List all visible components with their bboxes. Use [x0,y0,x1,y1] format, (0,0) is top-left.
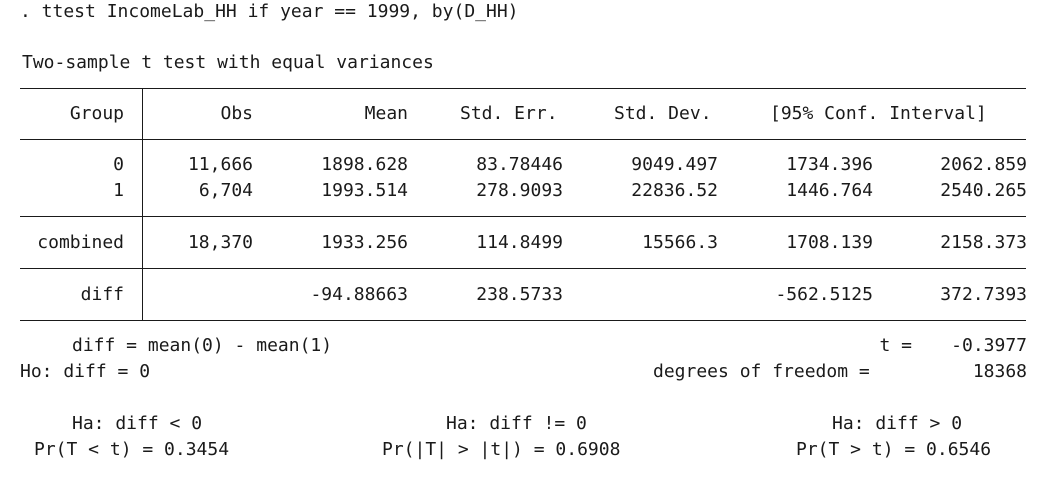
cell-ci-low: 1734.396 [786,154,873,175]
cell-ci-high: 372.7393 [940,284,1027,305]
cell-obs: 6,704 [198,180,253,201]
diff-definition: diff = mean(0) - mean(1) [72,335,333,356]
p-value-two-sided: Pr(|T| > |t|) = 0.6908 [382,439,621,460]
header-rule [20,139,1026,140]
col-header-std-err: Std. Err. [460,103,558,124]
df-value: 18368 [972,361,1027,382]
alt-hypothesis-two-sided: Ha: diff != 0 [446,413,587,434]
cell-std-dev: 22836.52 [631,180,718,201]
cell-group: 1 [113,180,124,201]
cell-group: 0 [113,154,124,175]
cell-std-err: 238.5733 [476,284,563,305]
cell-mean: 1933.256 [321,232,408,253]
cell-group: combined [37,232,124,253]
col-header-std-dev: Std. Dev. [614,103,712,124]
cell-obs: 11,666 [187,154,253,175]
group-rule [20,216,1026,217]
cell-mean: 1993.514 [321,180,408,201]
p-value-right: Pr(T > t) = 0.6546 [796,439,992,460]
cell-group: diff [80,284,124,305]
col-header-mean: Mean [364,103,408,124]
combined-rule [20,268,1026,269]
cell-ci-low: 1446.764 [786,180,873,201]
t-stat-label: t = [879,335,912,356]
cell-std-err: 114.8499 [476,232,563,253]
cell-std-dev: 15566.3 [642,232,718,253]
cell-obs: 18,370 [187,232,253,253]
cell-ci-low: -562.5125 [775,284,873,305]
cell-ci-high: 2158.373 [940,232,1027,253]
table-top-rule [20,88,1026,89]
col-header-obs: Obs [220,103,253,124]
t-stat-value: -0.3977 [951,335,1027,356]
cell-ci-high: 2540.265 [940,180,1027,201]
col-header-group: Group [69,103,124,124]
cell-mean: -94.88663 [310,284,408,305]
cell-ci-low: 1708.139 [786,232,873,253]
test-heading: Two-sample t test with equal variances [22,52,434,73]
cell-std-err: 278.9093 [476,180,563,201]
group-column-divider [142,88,143,321]
p-value-left: Pr(T < t) = 0.3454 [34,439,230,460]
cell-std-dev: 9049.497 [631,154,718,175]
col-header-conf-interval: [95% Conf. Interval] [770,103,987,124]
df-label: degrees of freedom = [653,361,870,382]
alt-hypothesis-right: Ha: diff > 0 [832,413,963,434]
cell-ci-high: 2062.859 [940,154,1027,175]
null-hypothesis: Ho: diff = 0 [20,361,151,382]
command-line[interactable]: . ttest IncomeLab_HH if year == 1999, by… [20,1,519,22]
cell-std-err: 83.78446 [476,154,563,175]
cell-mean: 1898.628 [321,154,408,175]
table-bottom-rule [20,320,1026,321]
alt-hypothesis-left: Ha: diff < 0 [72,413,203,434]
